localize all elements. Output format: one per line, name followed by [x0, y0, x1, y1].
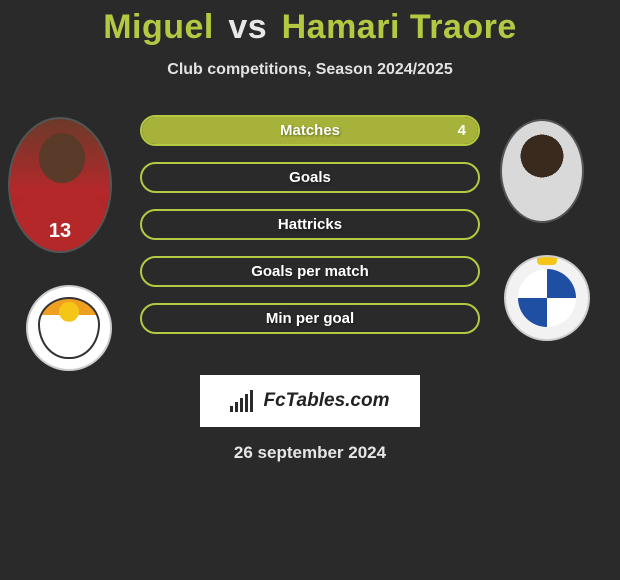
- stat-label: Hattricks: [142, 211, 478, 238]
- player2-club-crest: [504, 255, 590, 341]
- brand-text: FcTables.com: [263, 390, 389, 412]
- stat-label: Matches: [142, 117, 478, 144]
- stat-bar: Goals: [140, 162, 480, 193]
- player1-jersey-number: 13: [49, 220, 71, 243]
- date-label: 26 september 2024: [0, 443, 620, 463]
- stat-label: Goals per match: [142, 258, 478, 285]
- subtitle: Club competitions, Season 2024/2025: [0, 61, 620, 79]
- page-title: Miguel vs Hamari Traore: [0, 0, 620, 47]
- stat-label: Min per goal: [142, 305, 478, 332]
- stat-bar: Goals per match: [140, 256, 480, 287]
- stat-label: Goals: [142, 164, 478, 191]
- title-player1: Miguel: [103, 8, 214, 46]
- title-vs: vs: [228, 8, 267, 46]
- title-player2: Hamari Traore: [282, 8, 517, 46]
- brand-chart-icon: [230, 390, 253, 412]
- stat-bar: Hattricks: [140, 209, 480, 240]
- stat-bar: Min per goal: [140, 303, 480, 334]
- comparison-panel: 13 Matches4 Goals Hattricks Goals per match…: [0, 115, 620, 355]
- stat-value-right: 4: [458, 117, 466, 144]
- player2-avatar: [500, 119, 584, 223]
- brand-badge: FcTables.com: [200, 375, 420, 427]
- player1-club-crest: [26, 285, 112, 371]
- stat-bar: Matches4: [140, 115, 480, 146]
- stat-bars: Matches4 Goals Hattricks Goals per match Min…: [140, 115, 480, 334]
- player1-avatar: 13: [8, 117, 112, 253]
